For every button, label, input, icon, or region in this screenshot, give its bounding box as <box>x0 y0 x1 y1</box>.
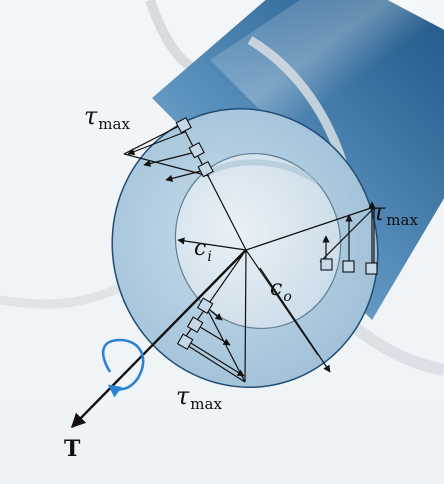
stress-distribution-top <box>123 124 210 182</box>
outer-radius-dimension <box>259 267 331 373</box>
background-arc <box>0 283 122 309</box>
stress-elements-top <box>175 117 214 178</box>
outer-radius-label: co <box>270 276 292 305</box>
inner-radius-label: ci <box>194 236 212 265</box>
inner-radius-dimension <box>177 237 247 251</box>
tau-max-label-bottom: τmax <box>176 382 222 413</box>
hollow-shaft <box>111 0 444 389</box>
stress-distribution-right <box>319 201 376 268</box>
tau-max-label-top: τmax <box>84 102 130 133</box>
rotation-arrow-icon <box>101 338 145 398</box>
stress-elements-bottom <box>176 297 214 350</box>
shaft-bore <box>174 152 342 330</box>
torque-axis <box>70 249 247 429</box>
stress-elements-right <box>320 258 378 275</box>
torque-label: T <box>64 436 81 462</box>
tau-max-label-right: τmax <box>372 198 418 229</box>
